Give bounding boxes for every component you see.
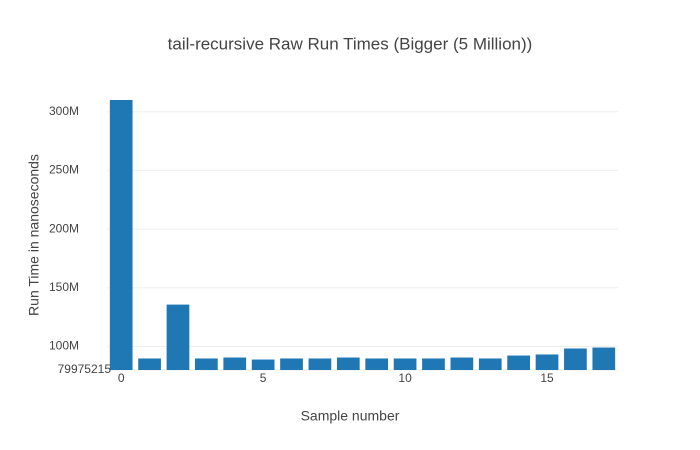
x-axis-title: Sample number bbox=[301, 408, 400, 424]
bar bbox=[564, 348, 587, 370]
y-tick-label: 100M bbox=[49, 339, 79, 353]
y-tick-label: 150M bbox=[49, 280, 79, 294]
bar bbox=[166, 304, 190, 370]
chart-title: tail-recursive Raw Run Times (Bigger (5 … bbox=[168, 34, 533, 53]
bar bbox=[195, 358, 218, 370]
bar bbox=[251, 359, 275, 370]
y-tick-label: 250M bbox=[49, 163, 79, 177]
y-axis-title: Run Time in nanoseconds bbox=[26, 154, 42, 316]
y-tick-label: 79975215 bbox=[58, 362, 112, 376]
bar bbox=[336, 357, 360, 370]
x-tick-label: 15 bbox=[540, 371, 554, 385]
bar bbox=[478, 358, 502, 370]
y-tick-label: 200M bbox=[49, 221, 79, 235]
x-tick-label: 10 bbox=[398, 371, 412, 385]
bar bbox=[280, 358, 303, 370]
bar bbox=[422, 358, 445, 370]
bar bbox=[138, 358, 161, 370]
bar bbox=[393, 358, 417, 370]
x-tick-label: 5 bbox=[260, 371, 267, 385]
bar bbox=[592, 347, 616, 370]
bar bbox=[507, 355, 530, 370]
x-tick-label: 0 bbox=[118, 371, 125, 385]
bar bbox=[450, 357, 474, 370]
y-tick-label: 300M bbox=[49, 104, 79, 118]
bar bbox=[535, 354, 559, 370]
bar bbox=[109, 100, 133, 370]
bar bbox=[365, 358, 389, 370]
bar bbox=[308, 358, 332, 370]
bar bbox=[223, 357, 247, 370]
